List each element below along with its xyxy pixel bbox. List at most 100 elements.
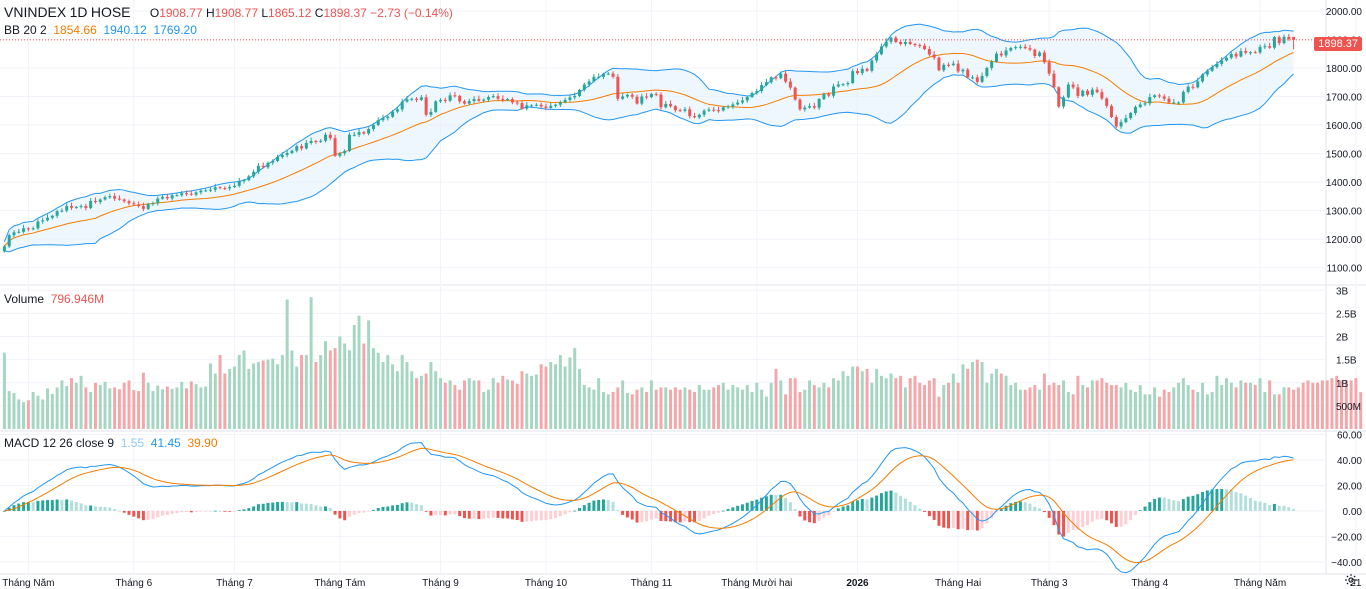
volume-bar [578,368,581,429]
candle-body [93,200,97,203]
volume-bar [717,385,720,429]
macd-histogram-bar [324,506,327,511]
macd-histogram-bar [1229,489,1233,511]
candle-body [1272,37,1276,48]
candle-body [156,198,160,204]
macd-histogram-bar [55,499,59,511]
macd-histogram-bar [793,509,797,511]
macd-histogram-bar [1210,489,1214,511]
macd-histogram-bar [242,509,246,511]
macd-histogram-bar [477,510,481,520]
volume-bar [1148,394,1152,429]
candle-body [285,152,289,155]
candle-body [22,228,26,232]
candle-body [568,97,572,100]
volume-bar [84,387,88,429]
macd-legend[interactable]: MACD 12 26 close 9 1.55 41.45 39.90 [4,436,218,450]
volume-bar [1023,389,1027,429]
candle-body [376,120,380,126]
volume-bar [1277,394,1281,429]
volume-bar [947,382,951,429]
volume-bar [707,389,711,429]
candle-body [304,143,308,149]
time-tick-label: Tháng 6 [115,578,152,589]
volume-bar [491,378,495,429]
macd-histogram-bar [788,502,792,511]
volume-bar [151,391,155,429]
macd-histogram-bar [913,505,917,511]
candle-body [1028,48,1032,50]
candle-body [137,204,141,207]
volume-bar [117,389,121,429]
macd-histogram-bar [889,490,893,511]
candle-body [434,101,438,112]
macd-histogram-bar [1196,494,1200,511]
volume-bar [1316,382,1320,429]
volume-bar [693,392,697,429]
time-tick-label: Tháng 10 [525,578,568,589]
macd-histogram-bar [827,510,831,516]
macd-histogram-bar [947,510,951,529]
candle-body [539,104,543,107]
gear-icon[interactable] [1344,573,1358,587]
volume-bar [1220,385,1224,429]
volume-bar [894,378,898,429]
candle-body [975,77,979,82]
volume-bar [1066,392,1070,429]
volume-bar [913,375,917,429]
volume-bar [496,382,500,429]
candle-body [415,98,419,100]
volume-bar [1253,385,1257,429]
candle-body [405,99,409,102]
volume-bar [573,348,577,429]
volume-tick-label: 2.5B [1336,309,1357,320]
volume-bar [851,366,855,429]
macd-histogram-bar [486,510,490,519]
macd-histogram-bar [1244,495,1248,511]
time-tick-label: 2026 [846,578,869,589]
macd-histogram-bar [1028,503,1032,511]
macd-histogram-bar [1009,503,1013,511]
candle-body [999,53,1003,56]
macd-histogram-bar [108,507,112,511]
macd-histogram-bar [568,510,572,513]
candle-body [7,235,11,247]
volume-bar [1162,389,1166,429]
macd-histogram-bar [304,503,308,511]
candle-body [362,132,366,134]
candle-body [300,146,304,149]
candle-body [851,71,855,84]
volume-bar [467,378,471,429]
volume-bar [740,389,744,429]
macd-histogram-bar [161,510,165,516]
candle-body [175,195,179,197]
candle-body [693,116,697,118]
macd-pane [2,442,1296,574]
candle-body [736,102,740,105]
macd-histogram-bar [611,501,615,511]
volume-bar [26,400,30,429]
candle-body [870,60,874,71]
candle-body [199,190,203,193]
candle-body [525,105,529,109]
candle-body [836,84,840,87]
symbol[interactable]: VNINDEX [4,4,67,20]
bb-legend[interactable]: BB 20 2 1854.66 1940.12 1769.20 [4,23,197,37]
macd-histogram-bar [127,510,131,515]
macd-histogram-bar [510,510,514,520]
volume-bar [70,378,73,429]
interval[interactable]: 1D [69,4,88,20]
volume-legend[interactable]: Volume 796.946M [4,292,104,306]
candle-body [1186,86,1190,92]
candle-body [84,206,88,209]
macd-histogram-bar [223,510,227,512]
candle-body [908,41,912,44]
candle-body [41,220,45,222]
volume-bar [1344,380,1348,429]
candle-body [448,95,452,101]
macd-histogram-bar [1138,510,1142,512]
volume-bar [1210,392,1214,429]
volume-bar [544,366,548,429]
candle-body [228,186,232,189]
volume-bar [127,380,131,429]
